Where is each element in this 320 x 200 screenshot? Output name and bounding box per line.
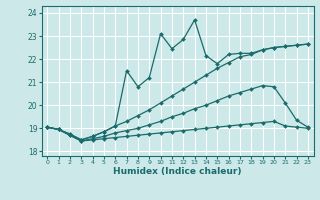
X-axis label: Humidex (Indice chaleur): Humidex (Indice chaleur) bbox=[113, 167, 242, 176]
